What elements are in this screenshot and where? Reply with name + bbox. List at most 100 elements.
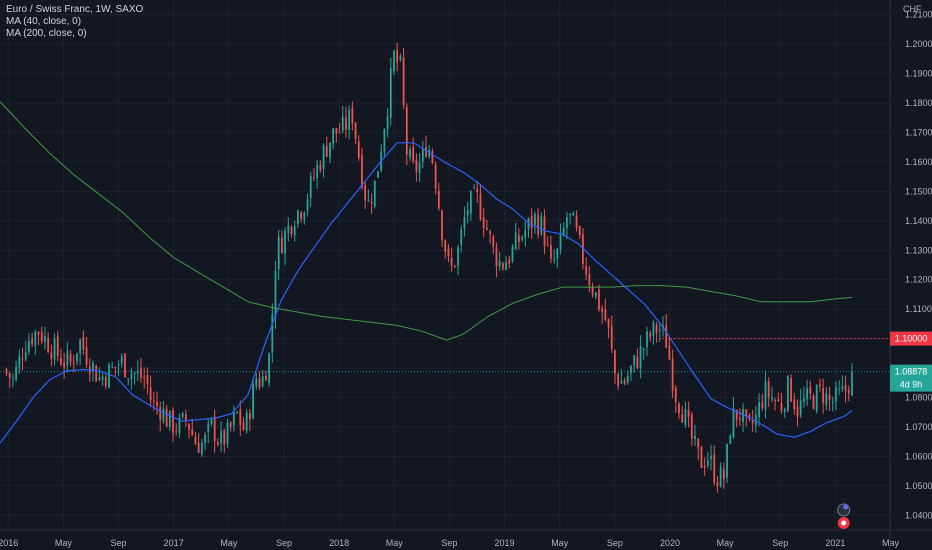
candle-body [31,338,34,345]
candle-body [838,389,841,391]
candle-body [428,149,431,158]
candle-body [252,384,254,419]
candle-body [236,411,238,413]
event-icon-dot [843,504,849,510]
time-tick-label: Sep [607,538,623,548]
candle-body [450,258,453,266]
price-tick-label: 1.13000 [905,245,932,255]
candle-body [614,350,616,374]
candle-body [745,409,748,417]
price-tick-label: 1.18000 [905,98,932,108]
candle-body [168,410,171,427]
time-tick-label: Sep [772,538,788,548]
candle-body [15,366,18,380]
candle-body [594,292,597,297]
candle-body [245,412,248,431]
ma200-label[interactable]: MA (200, close, 0) [6,28,87,39]
price-tick-label: 1.21000 [905,10,932,20]
ma40-label[interactable]: MA (40, close, 0) [6,16,82,27]
candle-body [687,409,690,417]
candle-body [604,309,607,321]
candle-body [117,364,120,366]
time-tick-label: 2018 [329,538,349,548]
candle-body [316,164,319,179]
candle-body [610,326,613,349]
price-tick-label: 1.19000 [905,69,932,79]
candle-body [774,399,776,401]
candle-body [738,417,741,420]
candle-body [188,423,190,430]
candle-body [348,109,351,131]
candle-body [425,147,427,157]
last-price-text: 1.08878 [895,367,928,377]
candle-body [598,289,600,310]
price-tick-label: 1.20000 [905,39,932,49]
price-tick-label: 1.16000 [905,157,932,167]
candle-body [405,106,408,155]
candle-body [133,373,136,375]
candle-body [229,422,232,427]
candle-body [492,236,495,247]
time-tick-label: 2020 [660,538,680,548]
time-tick-label: 2016 [0,538,18,548]
candle-body [498,260,501,267]
candle-body [479,193,482,220]
candle-body [742,408,744,422]
candle-body [399,56,402,60]
candle-body [694,435,696,440]
candle-body [588,274,591,286]
candle-body [63,363,66,368]
candle-body [517,234,520,243]
price-tick-label: 1.05000 [905,481,932,491]
candle-body [665,325,668,348]
candle-body [777,399,780,402]
candle-body [396,49,399,63]
time-tick-label: 2017 [164,538,184,548]
candle-body [719,466,722,487]
candle-body [370,202,373,204]
candle-body [325,145,328,157]
time-tick-label: May [386,538,404,548]
currency-label: CHF [903,4,922,14]
candle-body [204,434,206,444]
candle-body [655,324,658,333]
candle-body [476,188,479,193]
candle-body [277,236,280,270]
candle-body [402,57,405,106]
candle-body [287,225,290,233]
last-price-badge [890,364,932,392]
candle-body [806,388,809,400]
candle-body [124,353,126,378]
candle-body [322,145,325,169]
time-tick-label: May [220,538,238,548]
candle-body [149,387,152,401]
time-tick-label: Sep [441,538,457,548]
candle-body [825,393,828,406]
candle-body [40,332,43,342]
candle-body [799,400,802,416]
candle-body [82,337,85,350]
candle-body [28,341,30,352]
candle-body [37,332,40,335]
time-tick-label: May [55,538,73,548]
candle-body [364,184,367,201]
price-tick-label: 1.12000 [905,275,932,285]
candle-body [566,217,568,228]
candle-body [69,353,72,362]
candle-body [8,373,11,378]
candle-body [60,357,62,365]
candle-body [309,175,312,199]
candle-body [815,385,818,412]
candle-body [34,331,37,346]
candle-body [386,116,389,130]
candle-body [271,314,274,353]
candle-body [383,129,386,152]
candle-body [678,403,680,414]
candle-body [12,377,14,379]
candle-body [630,365,632,374]
symbol-title[interactable]: Euro / Swiss Franc, 1W, SAXO [6,4,144,15]
candle-body [710,455,712,460]
candle-body [751,420,754,424]
